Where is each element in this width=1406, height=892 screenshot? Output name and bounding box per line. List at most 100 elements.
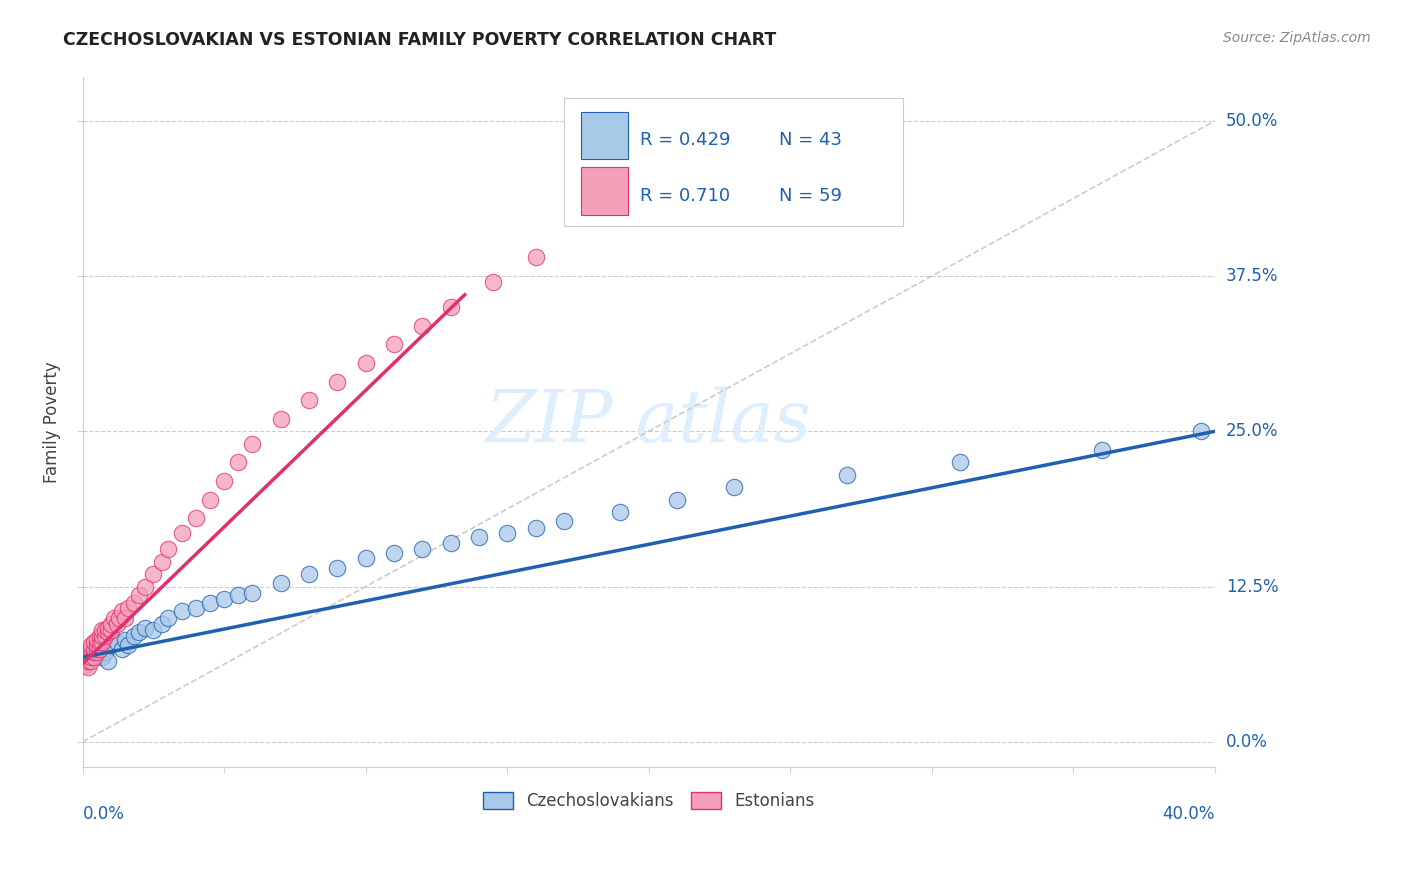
Point [80,638,103,652]
Text: R = 0.710: R = 0.710 [640,186,730,204]
Point [97,625,120,640]
Point [212,474,235,488]
Point [382,546,405,560]
Point [170,526,193,541]
Point [91,623,114,637]
Point [97,620,120,634]
FancyBboxPatch shape [581,112,628,160]
Point [75,650,97,665]
FancyBboxPatch shape [564,98,904,226]
Legend: Czechoslovakians, Estonians: Czechoslovakians, Estonians [477,785,821,817]
Text: 25.0%: 25.0% [1226,422,1278,441]
Point [86,645,108,659]
Point [91,650,114,665]
Point [142,567,165,582]
Text: ZIP atlas: ZIP atlas [486,387,811,458]
Point [83,645,105,659]
Text: 0.0%: 0.0% [1226,732,1268,751]
Point [77,645,100,659]
Point [524,521,547,535]
Point [89,641,111,656]
Point [184,511,207,525]
Point [83,635,105,649]
Point [89,648,111,662]
Y-axis label: Family Poverty: Family Poverty [44,361,60,483]
Point [114,632,136,647]
Point [122,596,145,610]
Point [100,638,122,652]
Text: 37.5%: 37.5% [1226,267,1278,285]
Point [242,436,264,450]
Point [496,526,519,541]
Point [111,641,134,656]
Point [439,300,461,314]
Point [75,654,97,668]
Point [482,276,505,290]
Point [77,654,100,668]
Point [83,650,105,665]
Point [156,610,179,624]
Text: 12.5%: 12.5% [1226,577,1278,596]
Point [1090,442,1112,457]
Point [1189,425,1212,439]
Point [75,657,97,672]
Point [212,591,235,606]
Point [156,542,179,557]
Point [80,645,103,659]
Point [411,318,433,333]
Point [411,542,433,557]
Point [666,492,689,507]
Point [128,588,150,602]
Point [122,629,145,643]
Point [198,596,221,610]
Point [128,625,150,640]
Text: Source: ZipAtlas.com: Source: ZipAtlas.com [1223,31,1371,45]
Point [91,629,114,643]
Point [83,645,105,659]
Point [103,610,125,624]
Point [108,610,131,624]
Point [298,567,321,582]
Point [94,623,117,637]
Point [117,600,139,615]
Point [77,650,100,665]
Point [80,650,103,665]
Text: CZECHOSLOVAKIAN VS ESTONIAN FAMILY POVERTY CORRELATION CHART: CZECHOSLOVAKIAN VS ESTONIAN FAMILY POVER… [63,31,776,49]
Point [226,588,249,602]
Point [723,480,745,494]
Text: N = 43: N = 43 [779,131,842,149]
Point [77,654,100,668]
Text: 50.0%: 50.0% [1226,112,1278,130]
Point [89,629,111,643]
Text: 40.0%: 40.0% [1163,805,1215,823]
Point [83,641,105,656]
Point [89,635,111,649]
Point [326,561,349,575]
Point [134,620,156,634]
Point [354,551,377,566]
Point [242,586,264,600]
Text: R = 0.429: R = 0.429 [640,131,730,149]
Point [184,600,207,615]
Point [609,505,631,519]
Point [80,650,103,665]
Point [198,492,221,507]
Point [77,660,100,674]
Point [105,635,128,649]
Point [150,555,173,569]
FancyBboxPatch shape [581,168,628,215]
Point [80,654,103,668]
Point [86,641,108,656]
Point [94,629,117,643]
Point [226,455,249,469]
Point [270,575,292,590]
Point [142,623,165,637]
Point [86,641,108,656]
Point [298,393,321,408]
Point [100,616,122,631]
Point [94,645,117,659]
Point [114,610,136,624]
Point [105,616,128,631]
Text: 0.0%: 0.0% [83,805,125,823]
Point [270,412,292,426]
